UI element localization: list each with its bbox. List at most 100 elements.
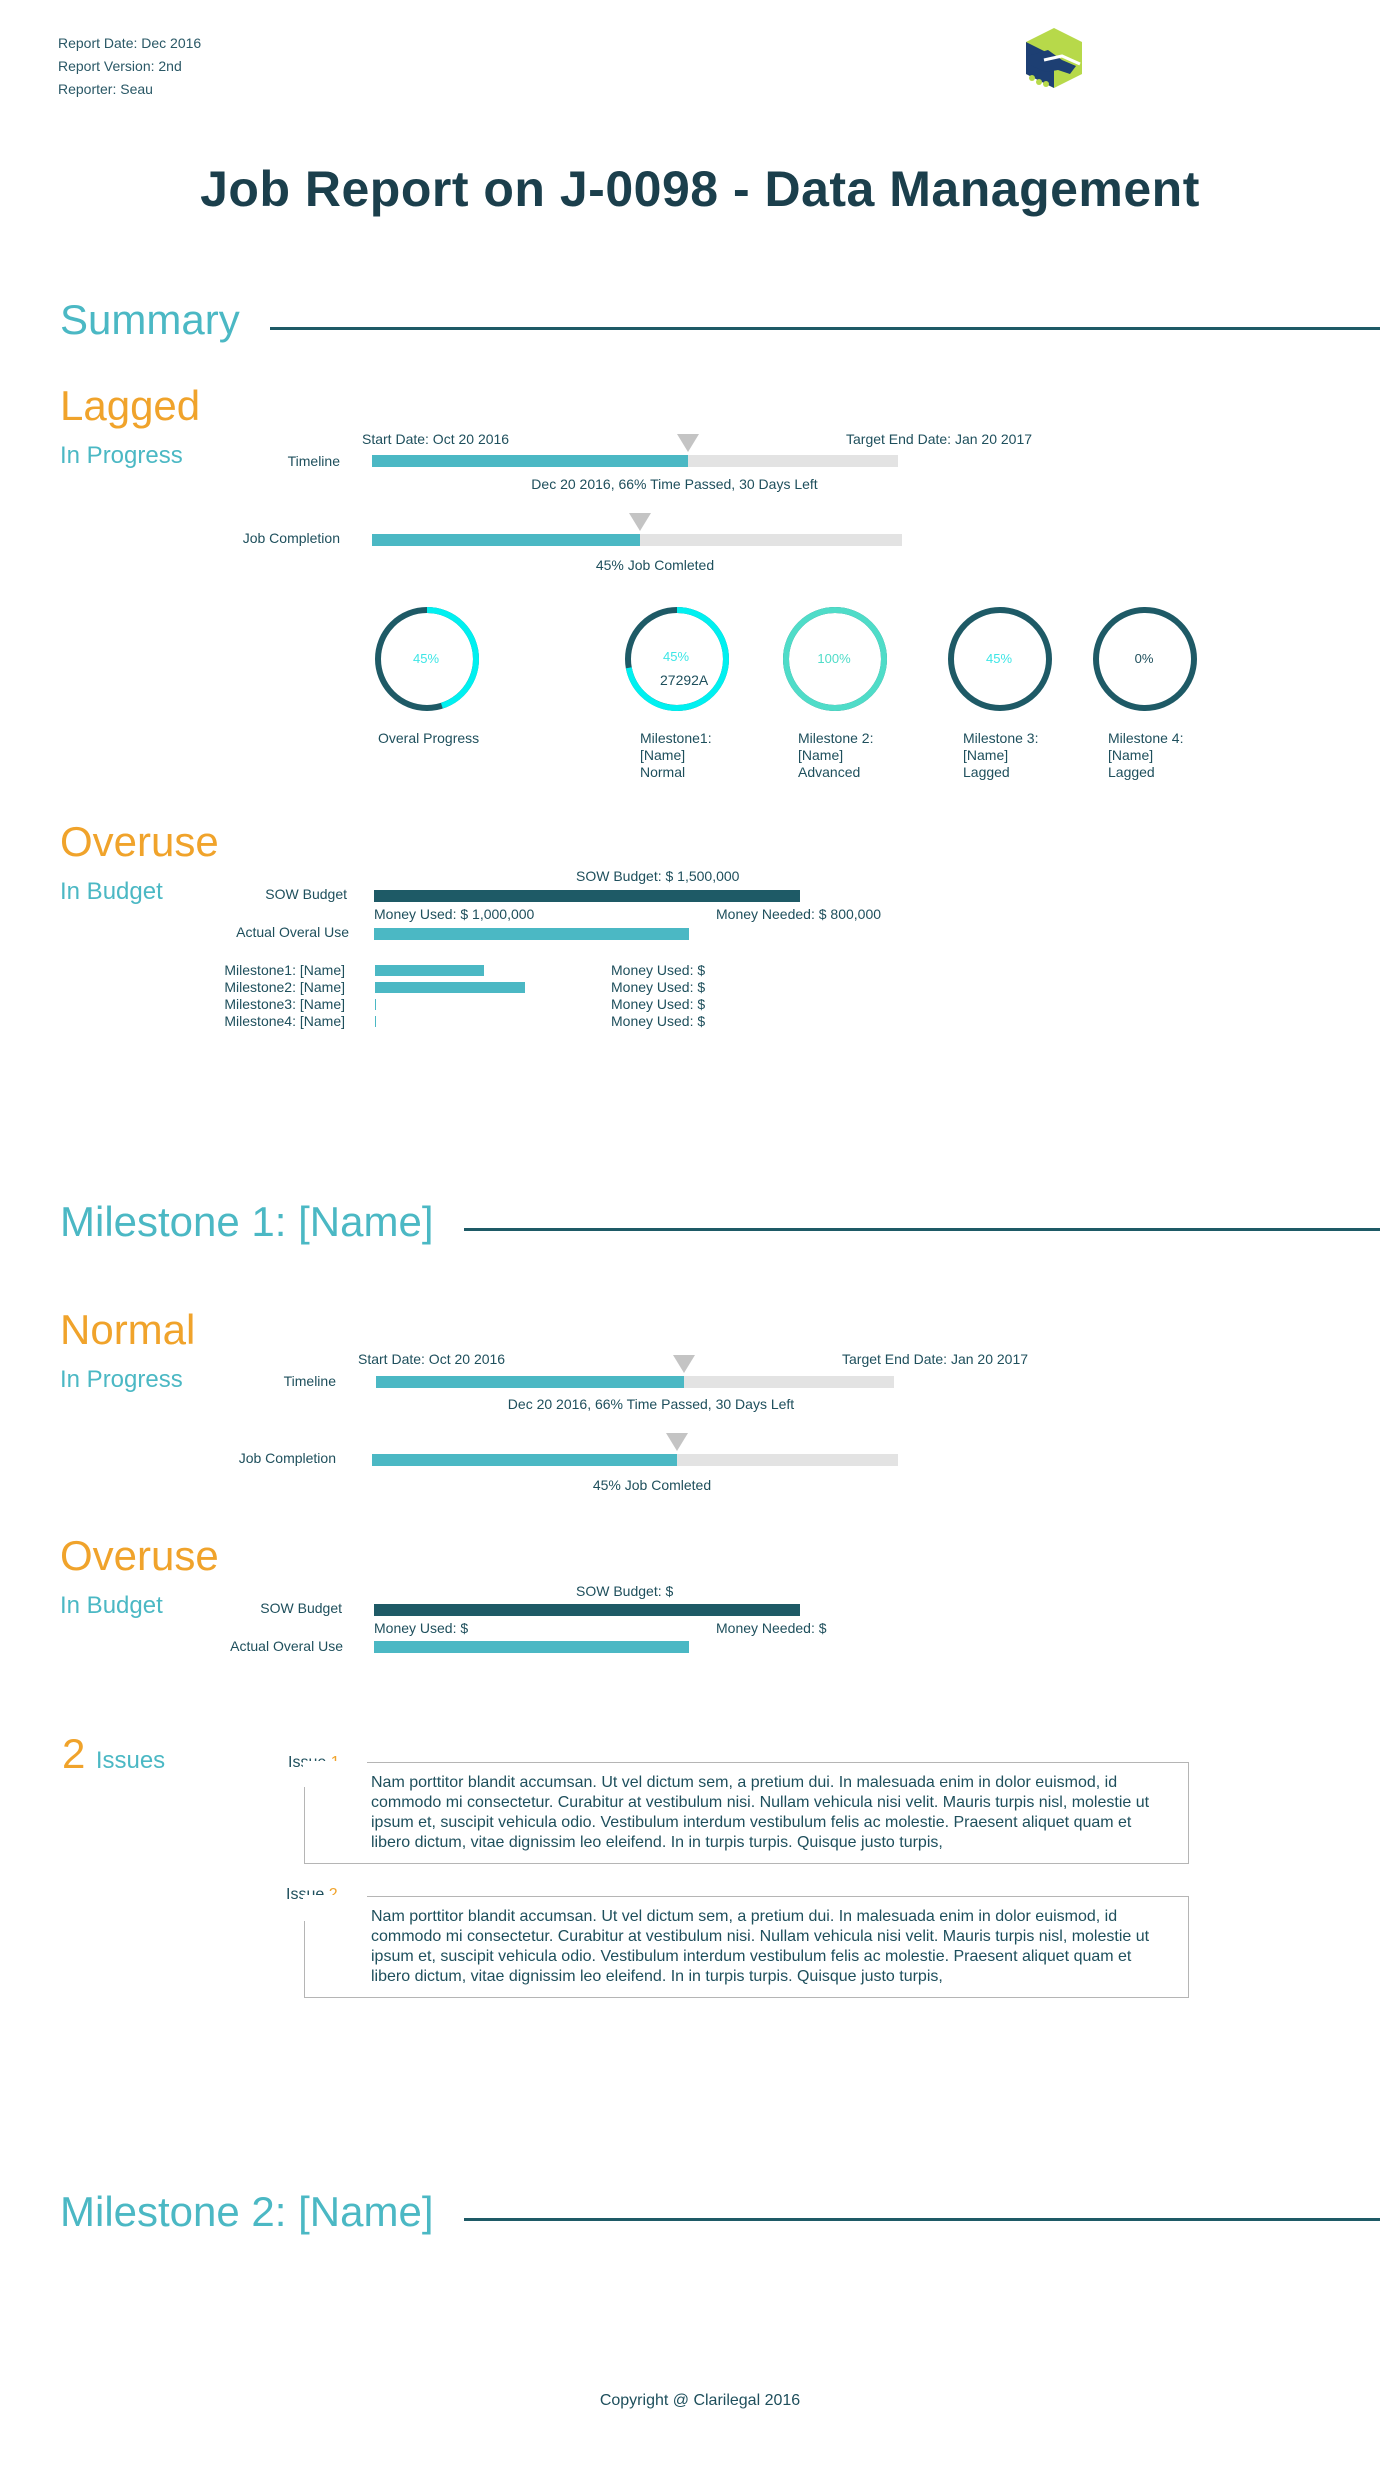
issue-2-box: Nam porttitor blandit accumsan. Ut vel d… <box>303 1895 1189 1998</box>
milestone1-timeline-marker <box>673 1355 696 1373</box>
ring-label-line: Milestone 4: <box>1108 730 1184 746</box>
ring-progress <box>783 607 887 711</box>
milestone1-sow-label: SOW Budget <box>260 1600 342 1616</box>
ring-extra: 27292A <box>660 672 709 688</box>
summary-timeline-start: Start Date: Oct 20 2016 <box>362 431 510 447</box>
milestone1-actual-fill <box>374 1641 690 1653</box>
ring-label-1: Overal Progress <box>378 730 479 747</box>
milestone-budget-label: Milestone4: [Name] <box>224 1013 345 1029</box>
summary-timeline-label: Timeline <box>287 453 340 469</box>
ring-label-2: Milestone1: [Name] Normal <box>640 730 712 781</box>
milestone1-budget-substatus: In Budget <box>60 1592 163 1619</box>
milestone1-actual-label: Actual Overal Use <box>230 1638 343 1654</box>
milestone1-heading: Milestone 1: [Name] <box>60 1198 434 1245</box>
summary-divider <box>270 327 1380 330</box>
milestone-budget-fill <box>375 1016 377 1027</box>
milestone-budget-label: Milestone2: [Name] <box>224 979 345 995</box>
ring-label-line: Milestone 2: <box>798 730 874 746</box>
issue-2-text: Nam porttitor blandit accumsan. Ut vel d… <box>371 1908 1150 1985</box>
ring-track <box>948 607 1052 711</box>
ring-track <box>1093 607 1197 711</box>
summary-completion-fill <box>372 534 640 546</box>
milestone-budget-track <box>375 982 695 993</box>
milestone-budget-used: Money Used: $ <box>611 979 706 995</box>
milestone1-completion-caption: 45% Job Comleted <box>592 1477 712 1493</box>
milestone1-completion-marker <box>666 1433 689 1451</box>
milestone-budget-fill <box>375 965 484 976</box>
milestone1-divider <box>464 1228 1380 1231</box>
summary-completion-label: Job Completion <box>242 530 340 546</box>
milestone-budget-track <box>375 1016 695 1027</box>
milestone-budget-track <box>375 965 695 976</box>
ring-value: 45% <box>662 649 690 664</box>
issue-2-number: 2 <box>329 1886 338 1903</box>
milestone-budget-label: Milestone3: [Name] <box>224 996 345 1012</box>
ring-label-line: [Name] <box>798 747 844 763</box>
milestone-budget-label: Milestone1: [Name] <box>224 962 345 978</box>
milestone1-money-needed: Money Needed: $ <box>716 1620 827 1636</box>
ring-label-line: Advanced <box>798 764 861 780</box>
ring-progress <box>625 607 729 711</box>
ring-label-line: [Name] <box>1108 747 1154 763</box>
milestone1-timeline-label: Timeline <box>283 1373 336 1389</box>
milestone-budget-used: Money Used: $ <box>611 996 706 1012</box>
summary-sow-label: SOW Budget <box>265 886 347 902</box>
milestone-budget-used: Money Used: $ <box>611 962 706 978</box>
summary-sow-bar <box>374 890 800 902</box>
summary-timeline-marker <box>676 434 699 452</box>
milestone2-divider <box>464 2218 1380 2221</box>
ring-value: 45% <box>985 651 1013 666</box>
milestone1-money-used: Money Used: $ <box>374 1620 469 1636</box>
milestone1-budget-status: Overuse <box>60 1532 219 1579</box>
issues-label: Issues <box>95 1747 166 1774</box>
ring-label-line: Lagged <box>1108 764 1155 780</box>
summary-completion-caption: 45% Job Comleted <box>595 557 715 573</box>
ring-value: 0% <box>1134 651 1154 666</box>
summary-completion-marker <box>628 513 651 531</box>
report-version: Report Version: 2nd <box>58 58 182 74</box>
milestone1-completion-track <box>372 1433 898 1466</box>
milestone-budget-fill <box>375 982 526 993</box>
progress-ring-5: 0% <box>1090 604 1200 719</box>
milestone-budget-fill <box>375 999 377 1010</box>
summary-timeline-end: Target End Date: Jan 20 2017 <box>846 431 1033 447</box>
summary-timeline-track <box>372 434 898 467</box>
report-date: Report Date: Dec 2016 <box>58 35 202 51</box>
milestone1-sow-bar <box>374 1604 800 1616</box>
summary-heading: Summary <box>60 296 240 343</box>
page-title: Job Report on J-0098 - Data Management <box>200 161 1200 217</box>
milestone1-sow-caption: SOW Budget: $ <box>576 1583 674 1599</box>
reporter: Reporter: Seau <box>58 81 153 97</box>
ring-label-line: Milestone 3: <box>963 730 1039 746</box>
ring-label-line: Milestone1: <box>640 730 712 746</box>
milestone1-timeline-fill <box>376 1376 685 1388</box>
ring-value: 100% <box>817 651 851 666</box>
ring-label-line: [Name] <box>963 747 1009 763</box>
milestone1-actual-track <box>374 1641 800 1653</box>
issue-1-text: Nam porttitor blandit accumsan. Ut vel d… <box>371 1774 1150 1851</box>
milestone2-heading: Milestone 2: [Name] <box>60 2188 434 2235</box>
milestone1-substatus: In Progress <box>60 1366 183 1393</box>
ring-value: 45% <box>412 651 440 666</box>
summary-actual-label: Actual Overal Use <box>236 924 349 940</box>
summary-budget-substatus: In Budget <box>60 878 163 905</box>
summary-budget-status: Overuse <box>60 818 219 865</box>
milestone1-timeline-start: Start Date: Oct 20 2016 <box>358 1351 506 1367</box>
report-meta: Report Date: Dec 2016 Report Version: 2n… <box>58 32 201 101</box>
issues-heading: 2 Issues <box>62 1730 165 1778</box>
ring-progress <box>375 607 479 711</box>
summary-money-needed: Money Needed: $ 800,000 <box>716 906 882 922</box>
milestone1-completion-label: Job Completion <box>238 1450 336 1466</box>
issues-count: 2 <box>62 1730 86 1777</box>
summary-status: Lagged <box>60 382 201 429</box>
ring-label-4: Milestone 3: [Name] Lagged <box>963 730 1038 781</box>
progress-ring-1: 45% <box>372 604 482 719</box>
progress-ring-2: 45% 27292A <box>622 604 732 719</box>
summary-actual-fill <box>374 928 690 940</box>
progress-ring-3: 100% <box>780 604 890 719</box>
milestone1-status: Normal <box>60 1306 196 1353</box>
milestone1-completion-fill <box>372 1454 678 1466</box>
ring-label-3: Milestone 2: [Name] Advanced <box>798 730 873 781</box>
summary-timeline-fill <box>372 455 688 467</box>
handshake-icon <box>1018 26 1090 92</box>
